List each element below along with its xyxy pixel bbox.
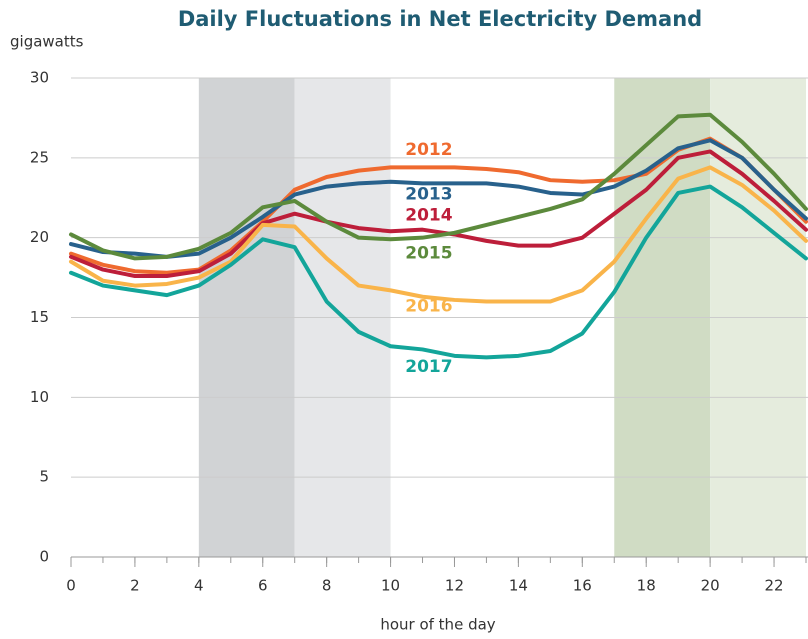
y-tick-label: 5 [39, 468, 49, 486]
x-tick-label: 2 [130, 577, 140, 595]
series-line [69, 165, 808, 304]
chart-title: Daily Fluctuations in Net Electricity De… [178, 7, 702, 31]
series-line [69, 149, 808, 278]
series-label: 2015 [405, 244, 452, 264]
series-label: 2013 [405, 185, 452, 205]
series-line [69, 184, 808, 360]
y-tick-label: 20 [30, 228, 49, 246]
x-axis-label: hour of the day [380, 616, 495, 634]
series-label: 2014 [405, 205, 452, 225]
x-tick-label: 0 [66, 577, 76, 595]
x-tick-label: 6 [258, 577, 268, 595]
x-tick-label: 16 [573, 577, 592, 595]
y-tick-label: 0 [39, 548, 49, 566]
x-tick-label: 14 [509, 577, 528, 595]
x-tick-label: 4 [194, 577, 204, 595]
series-label: 2017 [405, 357, 452, 377]
series-label: 2016 [405, 296, 452, 316]
y-tick-label: 15 [30, 308, 49, 326]
series-line [69, 112, 808, 261]
x-tick-label: 12 [445, 577, 464, 595]
x-tick-label: 10 [381, 577, 400, 595]
series-label: 2012 [405, 140, 452, 160]
y-tick-label: 25 [30, 148, 49, 166]
y-tick-label: 10 [30, 388, 49, 406]
y-axis-label: gigawatts [10, 33, 84, 51]
y-tick-label: 30 [30, 69, 49, 87]
x-tick-label: 18 [637, 577, 656, 595]
x-tick-label: 8 [322, 577, 332, 595]
series-line [69, 138, 808, 259]
x-tick-label: 22 [764, 577, 783, 595]
x-tick-label: 20 [701, 577, 720, 595]
